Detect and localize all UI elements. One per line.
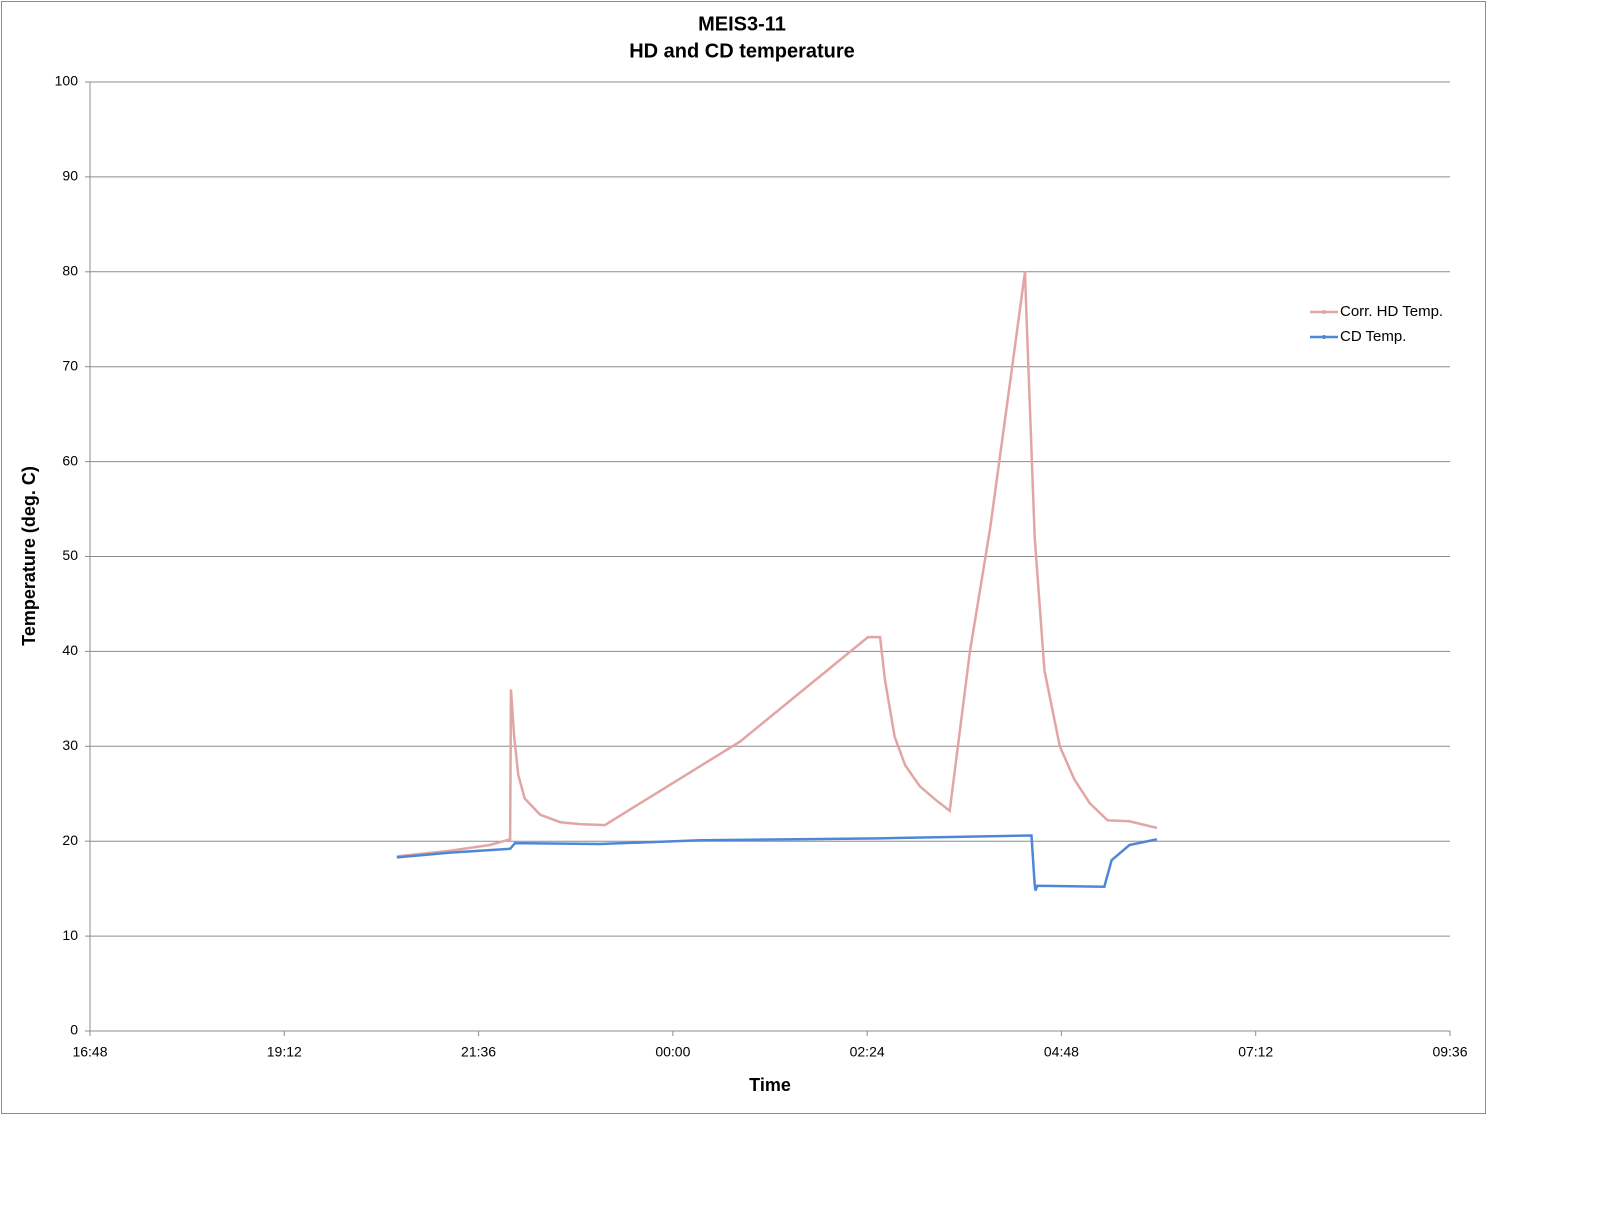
chart-border: [1, 1, 1486, 1114]
x-tick-label: 21:36: [461, 1044, 496, 1060]
y-tick-label: 50: [62, 547, 78, 563]
legend-marker: [1322, 310, 1326, 314]
y-tick-label: 10: [62, 927, 78, 943]
legend-label: CD Temp.: [1340, 328, 1406, 345]
y-tick-label: 100: [55, 73, 79, 89]
y-tick-label: 70: [62, 357, 78, 373]
x-tick-label: 16:48: [72, 1044, 107, 1060]
series-line: [396, 834, 1158, 891]
series-line: [396, 271, 1158, 858]
legend-label: Corr. HD Temp.: [1340, 303, 1443, 320]
y-tick-label: 30: [62, 737, 78, 753]
y-axis-label: Temperature (deg. C): [19, 466, 39, 646]
chart-title: MEIS3-11: [698, 13, 786, 35]
legend-marker: [1322, 335, 1326, 339]
y-tick-label: 20: [62, 832, 78, 848]
x-tick-label: 07:12: [1238, 1044, 1273, 1060]
y-tick-label: 90: [62, 168, 78, 184]
x-axis-label: Time: [749, 1075, 791, 1095]
x-tick-label: 19:12: [267, 1044, 302, 1060]
x-tick-label: 02:24: [850, 1044, 885, 1060]
y-tick-label: 40: [62, 642, 78, 658]
y-tick-label: 60: [62, 452, 78, 468]
x-tick-label: 09:36: [1432, 1044, 1467, 1060]
y-tick-label: 0: [70, 1022, 78, 1038]
x-tick-label: 04:48: [1044, 1044, 1079, 1060]
chart-subtitle: HD and CD temperature: [629, 40, 855, 62]
x-tick-label: 00:00: [655, 1044, 690, 1060]
y-tick-label: 80: [62, 263, 78, 279]
